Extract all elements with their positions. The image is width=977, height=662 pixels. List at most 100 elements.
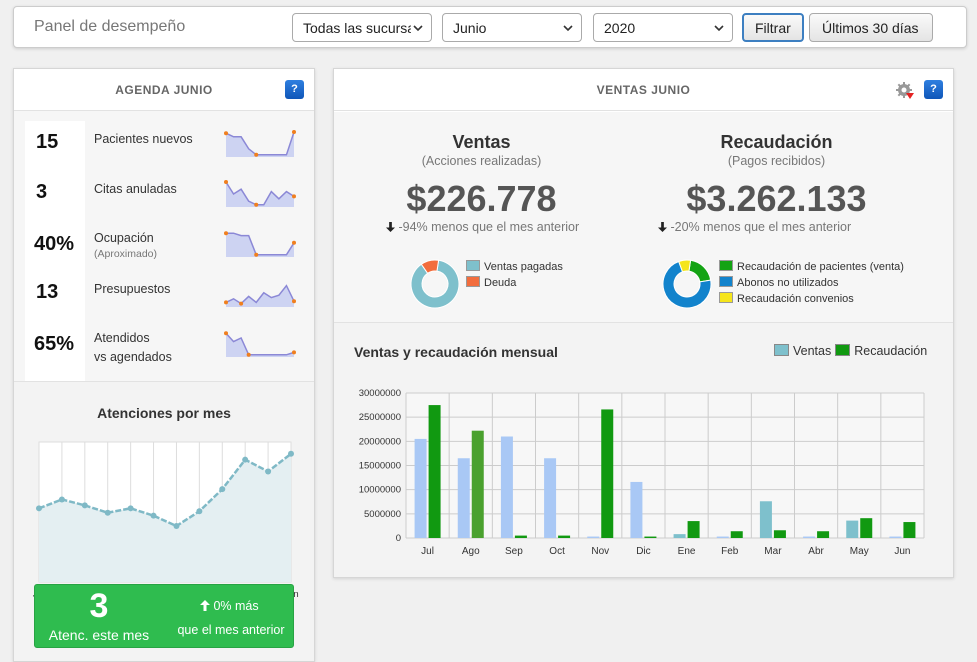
year-select-value: 2020 bbox=[604, 20, 636, 36]
bar-legend-item: Recaudación bbox=[835, 344, 927, 358]
agenda-help-button[interactable]: ? bbox=[285, 80, 304, 99]
arrow-up-icon bbox=[200, 600, 210, 611]
bar bbox=[687, 521, 700, 538]
sparkline-line bbox=[225, 131, 295, 156]
bar-legend-label: Recaudación bbox=[854, 344, 928, 358]
branch-select[interactable]: Todas las sucursales bbox=[292, 13, 432, 42]
agenda-row-label: Ocupación (Aproximado) bbox=[94, 229, 157, 260]
chevron-down-icon bbox=[563, 25, 573, 32]
sparkline-line bbox=[225, 332, 295, 356]
donut-slice bbox=[420, 259, 440, 274]
sparkline-point bbox=[292, 299, 296, 304]
filter-button[interactable]: Filtrar bbox=[742, 13, 804, 42]
agenda-sparkline bbox=[224, 284, 296, 307]
atenciones-point bbox=[173, 523, 180, 529]
agenda-row: 40% Ocupación (Aproximado) bbox=[14, 221, 314, 271]
legend-swatch bbox=[719, 260, 733, 271]
sparkline-point bbox=[224, 300, 228, 305]
atenciones-delta: 0% más bbox=[200, 599, 259, 613]
donut-slice bbox=[410, 259, 460, 309]
ventas-panel: VENTAS JUNIO ? Ventas (Acciones realizad… bbox=[333, 68, 954, 578]
bar bbox=[803, 536, 816, 538]
bar bbox=[587, 536, 600, 538]
legend-label: Recaudación de pacientes (venta) bbox=[737, 261, 904, 273]
month-select[interactable]: Junio bbox=[442, 13, 582, 42]
month-select-value: Junio bbox=[453, 20, 487, 36]
agenda-row: 3 Citas anuladas bbox=[14, 171, 314, 221]
atenciones-point bbox=[288, 450, 294, 457]
recaudacion-kpi-subtitle: (Pagos recibidos) bbox=[727, 154, 826, 168]
agenda-row-value: 13 bbox=[36, 281, 59, 303]
donut-legend-item: Recaudación convenios bbox=[719, 292, 854, 305]
arrow-down-icon bbox=[658, 222, 667, 232]
x-tick-label: Jun bbox=[894, 546, 910, 557]
ventas-kpi-delta: -94% menos que el mes anterior bbox=[386, 220, 579, 234]
recaudacion-kpi-delta-text: -20% menos que el mes anterior bbox=[670, 220, 852, 234]
atenciones-point bbox=[219, 486, 226, 493]
sparkline-area bbox=[226, 182, 294, 207]
kpi-area: Ventas (Acciones realizadas) $226.778 -9… bbox=[334, 112, 953, 322]
legend-label: Abonos no utilizados bbox=[737, 277, 839, 289]
bar bbox=[903, 522, 916, 538]
ventas-kpi-delta-text: -94% menos que el mes anterior bbox=[398, 220, 580, 234]
recaudacion-kpi-title: Recaudación bbox=[720, 132, 833, 152]
sparkline-line bbox=[226, 232, 295, 256]
legend-label: Recaudación convenios bbox=[737, 293, 854, 305]
bar bbox=[860, 518, 873, 538]
agenda-title: AGENDA JUNIO bbox=[14, 69, 314, 111]
donut-legend-item: Ventas pagadas bbox=[466, 260, 563, 273]
atenciones-point bbox=[196, 508, 203, 515]
agenda-row-label-text: Pacientes nuevos bbox=[94, 132, 193, 146]
bar-legend-label: Ventas bbox=[793, 344, 832, 358]
y-tick-label: 30000000 bbox=[359, 388, 401, 399]
agenda-sparkline bbox=[224, 331, 296, 357]
gear-icon[interactable] bbox=[895, 81, 915, 101]
donut-legend-item: Abonos no utilizados bbox=[719, 276, 839, 289]
donut-legend-item: Deuda bbox=[466, 276, 516, 289]
ventas-donut-chart bbox=[410, 259, 460, 309]
x-tick-label: Feb bbox=[721, 546, 739, 557]
atenciones-delta-sub: que el mes anterior bbox=[177, 623, 285, 637]
ventas-kpi-title: Ventas bbox=[452, 132, 511, 152]
x-tick-label: Jul bbox=[421, 546, 434, 557]
donut-legend-item: Recaudación de pacientes (venta) bbox=[719, 260, 904, 273]
y-tick-label: 15000000 bbox=[359, 461, 401, 472]
last-30-days-button[interactable]: Últimos 30 días bbox=[809, 13, 933, 42]
agenda-row-label: Pacientes nuevos bbox=[94, 130, 193, 149]
bar-chart-legend: Ventas Recaudación bbox=[774, 344, 931, 358]
agenda-row: 13 Presupuestos bbox=[14, 271, 314, 321]
year-select[interactable]: 2020 bbox=[593, 13, 733, 42]
branch-select-value: Todas las sucursales bbox=[303, 20, 411, 36]
agenda-row: 65% Atendidos vs agendados bbox=[14, 321, 314, 371]
agenda-row-label-text: Citas anuladas bbox=[94, 182, 177, 196]
bar bbox=[457, 458, 470, 538]
bar bbox=[414, 438, 427, 538]
ventas-kpi-subtitle: (Acciones realizadas) bbox=[421, 154, 542, 168]
agenda-row-value: 40% bbox=[34, 233, 75, 255]
ventas-kpi-value: $226.778 bbox=[406, 178, 557, 219]
bar bbox=[500, 436, 513, 538]
legend-swatch bbox=[719, 276, 733, 287]
atenciones-point bbox=[150, 512, 157, 519]
sparkline-point bbox=[254, 152, 259, 157]
agenda-row-sublabel: vs agendados bbox=[94, 350, 172, 364]
y-tick-label: 0 bbox=[396, 533, 401, 544]
atenciones-area bbox=[39, 453, 291, 582]
recaudacion-kpi-value: $3.262.133 bbox=[686, 178, 867, 219]
sparkline-point bbox=[292, 240, 296, 245]
x-tick-label: Dic bbox=[636, 546, 650, 557]
ventas-title: VENTAS JUNIO bbox=[334, 69, 953, 111]
atenciones-line bbox=[38, 452, 292, 528]
agenda-row-label: Citas anuladas bbox=[94, 180, 177, 199]
chevron-down-icon bbox=[714, 25, 724, 32]
bar bbox=[773, 530, 786, 538]
x-tick-label: Mar bbox=[764, 546, 782, 557]
agenda-row-label-text: Presupuestos bbox=[94, 282, 171, 296]
atenciones-point bbox=[36, 505, 42, 512]
atenciones-point bbox=[265, 468, 272, 475]
donut-slice bbox=[662, 260, 712, 309]
ventas-help-button[interactable]: ? bbox=[924, 80, 943, 99]
atenciones-summary-label: Atenc. este mes bbox=[48, 627, 150, 643]
legend-swatch bbox=[466, 276, 480, 287]
